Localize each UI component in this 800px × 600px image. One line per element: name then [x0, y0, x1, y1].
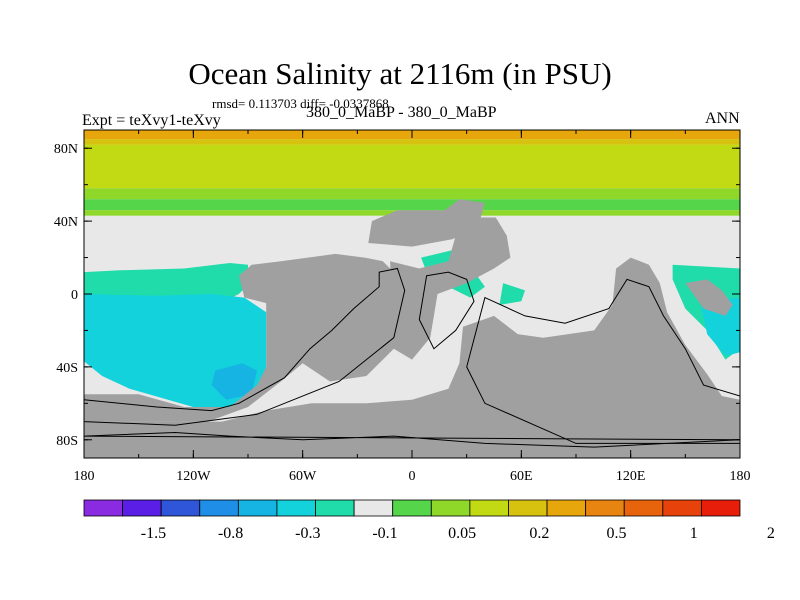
axes: 180 120W 60W 0 60E 120E 180 80N 40N 0 40S 80S [54, 129, 751, 484]
case-label: 380_0_MaBP - 380_0_MaBP [306, 104, 497, 121]
colorbar-swatch [546, 499, 587, 517]
colorbar-label: 0.5 [607, 525, 627, 542]
arctic-band-green [84, 188, 740, 200]
colorbar-label: 1 [690, 525, 698, 542]
colorbar-label: -0.1 [372, 525, 397, 542]
stats-label: rmsd= 0.113703 diff= -0.0337868 [212, 96, 389, 111]
colorbar-label: -0.8 [218, 525, 243, 542]
land-south-america [84, 253, 409, 422]
colorbar-swatch [160, 499, 201, 517]
colorbar-swatch [585, 499, 625, 517]
land-antarctica [84, 421, 740, 458]
colorbar-label: 2 [767, 525, 775, 542]
x-tick-label: 0 [409, 469, 416, 484]
y-tick-label: 80N [54, 142, 78, 157]
colorbar-swatch [623, 499, 664, 517]
land-asia-blocks [368, 199, 485, 247]
colorbar-swatch [701, 499, 741, 517]
season-label: ANN [705, 110, 740, 127]
land-africa-europe [390, 217, 511, 360]
colorbar-label: 0.05 [448, 525, 476, 542]
y-tick-label: 80S [56, 434, 78, 449]
pacific-teal-region [84, 263, 248, 304]
colorbar-swatch [199, 499, 239, 517]
pacific-blue-patch [211, 363, 258, 400]
colorbar-swatch [122, 499, 162, 517]
colorbar-swatch [430, 499, 471, 517]
coastline-africa [418, 271, 475, 350]
colorbar-swatch [237, 499, 278, 517]
y-tick-label: 0 [71, 288, 78, 303]
chart-title: Ocean Salinity at 2116m (in PSU) [188, 56, 612, 91]
arctic-band-yellowgreen [84, 144, 740, 189]
x-tick-label: 60W [289, 469, 317, 484]
colorbar-swatch [353, 499, 394, 517]
coastline-asia [466, 278, 740, 444]
land-india-asia [84, 257, 740, 458]
coastline-americas [84, 267, 406, 426]
colorbar-label: -0.3 [295, 525, 320, 542]
colorbar-swatch [508, 499, 548, 517]
colorbar: -1.5 -0.8 -0.3 -0.1 0.05 0.2 0.5 1 2 [83, 499, 775, 542]
colorbar-swatch [276, 499, 316, 517]
colorbar-swatch [469, 499, 509, 517]
x-tick-label: 60E [510, 469, 533, 484]
colorbar-label: -1.5 [141, 525, 166, 542]
tethys-teal-east [499, 283, 525, 305]
x-tick-label: 120W [176, 469, 211, 484]
y-tick-label: 40N [54, 215, 78, 230]
coastline-antarctica [84, 431, 740, 448]
colorbar-swatch [315, 499, 355, 517]
x-tick-label: 180 [730, 469, 751, 484]
salinity-field [84, 130, 740, 458]
land-east-island [685, 279, 733, 316]
colorbar-swatch [83, 499, 123, 517]
arctic-band-gold [84, 139, 740, 145]
arctic-band-brightgreen [84, 199, 740, 211]
colorbar-swatch [392, 499, 432, 517]
x-tick-label: 120E [616, 469, 646, 484]
colorbar-label: 0.2 [529, 525, 549, 542]
colorbar-swatch [662, 499, 702, 517]
y-tick-label: 40S [56, 361, 78, 376]
x-tick-label: 180 [74, 469, 95, 484]
east-pacific-cyan [699, 297, 740, 356]
experiment-label: Expt = teXvy1-teXvy [82, 112, 221, 129]
